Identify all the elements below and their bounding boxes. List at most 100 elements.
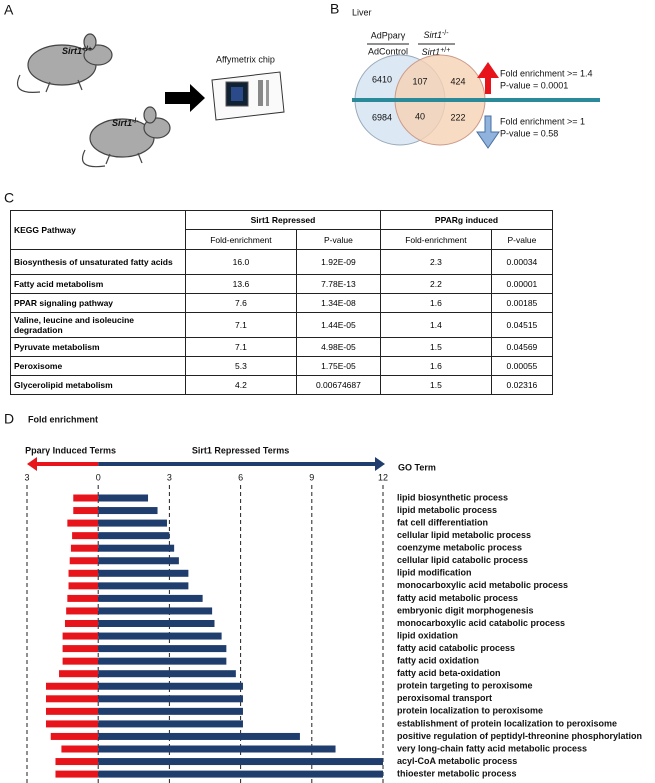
bar — [98, 745, 336, 753]
chip-label: Affymetrix chip — [216, 54, 275, 64]
superscript: -/- — [442, 30, 449, 37]
venn-count: 222 — [450, 112, 465, 122]
table-cell: 0.04515 — [490, 312, 554, 338]
bar — [72, 532, 99, 540]
bar — [98, 507, 158, 515]
category-label: cellular lipid catabolic process — [397, 555, 528, 565]
bar — [55, 758, 99, 766]
bar — [98, 569, 189, 577]
category-label: peroxisomal transport — [397, 693, 492, 703]
table-cell: 0.00055 — [490, 356, 554, 376]
superscript: +/+ — [82, 46, 92, 53]
pathway-cell: Peroxisome — [10, 356, 186, 376]
table-cell: 0.02316 — [490, 375, 554, 395]
bar — [98, 645, 227, 653]
pathway-cell: Biosynthesis of unsaturated fatty acids — [10, 249, 186, 275]
bar — [98, 707, 243, 715]
bar — [98, 670, 236, 678]
subheader-cell: Fold-enrichment — [379, 229, 492, 250]
bar — [59, 670, 99, 678]
legend-arrow — [98, 457, 385, 471]
bar — [98, 770, 383, 778]
genotype-label: Sirt1+/+ — [62, 46, 92, 57]
panel-label: A — [4, 2, 14, 18]
table-cell: 13.6 — [185, 274, 297, 294]
pathway-cell: PPAR signaling pathway — [10, 293, 186, 313]
bar — [98, 594, 203, 602]
table-cell: 7.1 — [185, 337, 297, 357]
table-cell: 0.00185 — [490, 293, 554, 313]
x-tick-label: 9 — [309, 472, 314, 482]
bar — [45, 695, 99, 703]
gene: Sirt1 — [423, 30, 442, 40]
comparison-denominator: Sirt1+/+ — [422, 47, 451, 58]
table-cell: 0.00034 — [490, 249, 554, 275]
pathway-cell: Glycerolipid metabolism — [10, 375, 186, 395]
bar — [98, 620, 215, 627]
table-cell: 1.5 — [379, 375, 492, 395]
category-label: fatty acid metabolic process — [397, 593, 518, 603]
gene: Sirt1 — [422, 47, 441, 57]
category-label: protein targeting to peroxisome — [397, 681, 533, 691]
table-cell: 7.1 — [185, 312, 297, 338]
table-cell: 1.34E-08 — [295, 293, 381, 313]
bar — [62, 657, 99, 665]
bar — [62, 645, 99, 653]
category-label: fatty acid oxidation — [397, 656, 479, 666]
table-row: Pyruvate metabolism 7.1 4.98E-05 1.5 0.04569 — [10, 337, 554, 357]
bar — [45, 720, 99, 728]
table-cell: 0.04569 — [490, 337, 554, 357]
venn-count: 6410 — [372, 74, 392, 84]
header-cell: KEGG Pathway — [10, 210, 186, 250]
table-cell: 4.98E-05 — [295, 337, 381, 357]
bar — [45, 682, 99, 690]
mouse — [16, 33, 113, 93]
table-cell: 7.6 — [185, 293, 297, 313]
pathway-cell: Valine, leucine and isoleucine degradati… — [10, 312, 186, 338]
table-cell: 0.00001 — [490, 274, 554, 294]
bar — [98, 682, 243, 690]
bar — [98, 657, 227, 665]
table-row: Peroxisome 5.3 1.75E-05 1.6 0.00055 — [10, 356, 554, 376]
pathway-cell: Pyruvate metabolism — [10, 337, 186, 357]
pathway-cell: Fatty acid metabolism — [10, 274, 186, 294]
bar — [98, 519, 168, 527]
arrow — [165, 84, 205, 112]
bar — [98, 607, 213, 615]
superscript: +/+ — [440, 47, 450, 54]
gene: Sirt1 — [62, 46, 82, 56]
bar — [98, 532, 170, 540]
up-arrow — [477, 62, 499, 94]
subheader-cell: P-value — [490, 229, 554, 250]
category-label: establishment of protein localization to… — [397, 718, 617, 728]
category-label: cellular lipid metabolic process — [397, 530, 531, 540]
panel-label: B — [330, 1, 339, 17]
genotype-label: Sirt1-/- — [112, 118, 139, 129]
bar — [68, 582, 99, 590]
category-label: acyl-CoA metabolic process — [397, 756, 517, 766]
table-cell: 2.2 — [379, 274, 492, 294]
legend-arrow — [27, 457, 99, 471]
category-label: positive regulation of peptidyl-threonin… — [397, 731, 642, 741]
category-label: monocarboxylic acid metabolic process — [397, 580, 568, 590]
comparison-numerator: AdPparγ — [371, 30, 406, 40]
table-row: Biosynthesis of unsaturated fatty acids 1… — [10, 249, 554, 275]
bar — [62, 632, 99, 640]
bar — [98, 695, 243, 703]
x-tick-label: 0 — [96, 472, 101, 482]
category-label: lipid oxidation — [397, 630, 458, 640]
bar — [70, 544, 99, 552]
category-label: very long-chain fatty acid metabolic pro… — [397, 743, 587, 753]
table-cell: 7.78E-13 — [295, 274, 381, 294]
category-label: lipid biosynthetic process — [397, 492, 508, 502]
table-cell: 1.5 — [379, 337, 492, 357]
category-axis-label: GO Term — [398, 462, 436, 472]
category-label: thioester metabolic process — [397, 768, 517, 778]
bar — [98, 494, 149, 502]
x-tick-label: 12 — [378, 472, 388, 482]
bar — [45, 707, 99, 715]
bar — [98, 720, 243, 728]
table-cell: 2.3 — [379, 249, 492, 275]
